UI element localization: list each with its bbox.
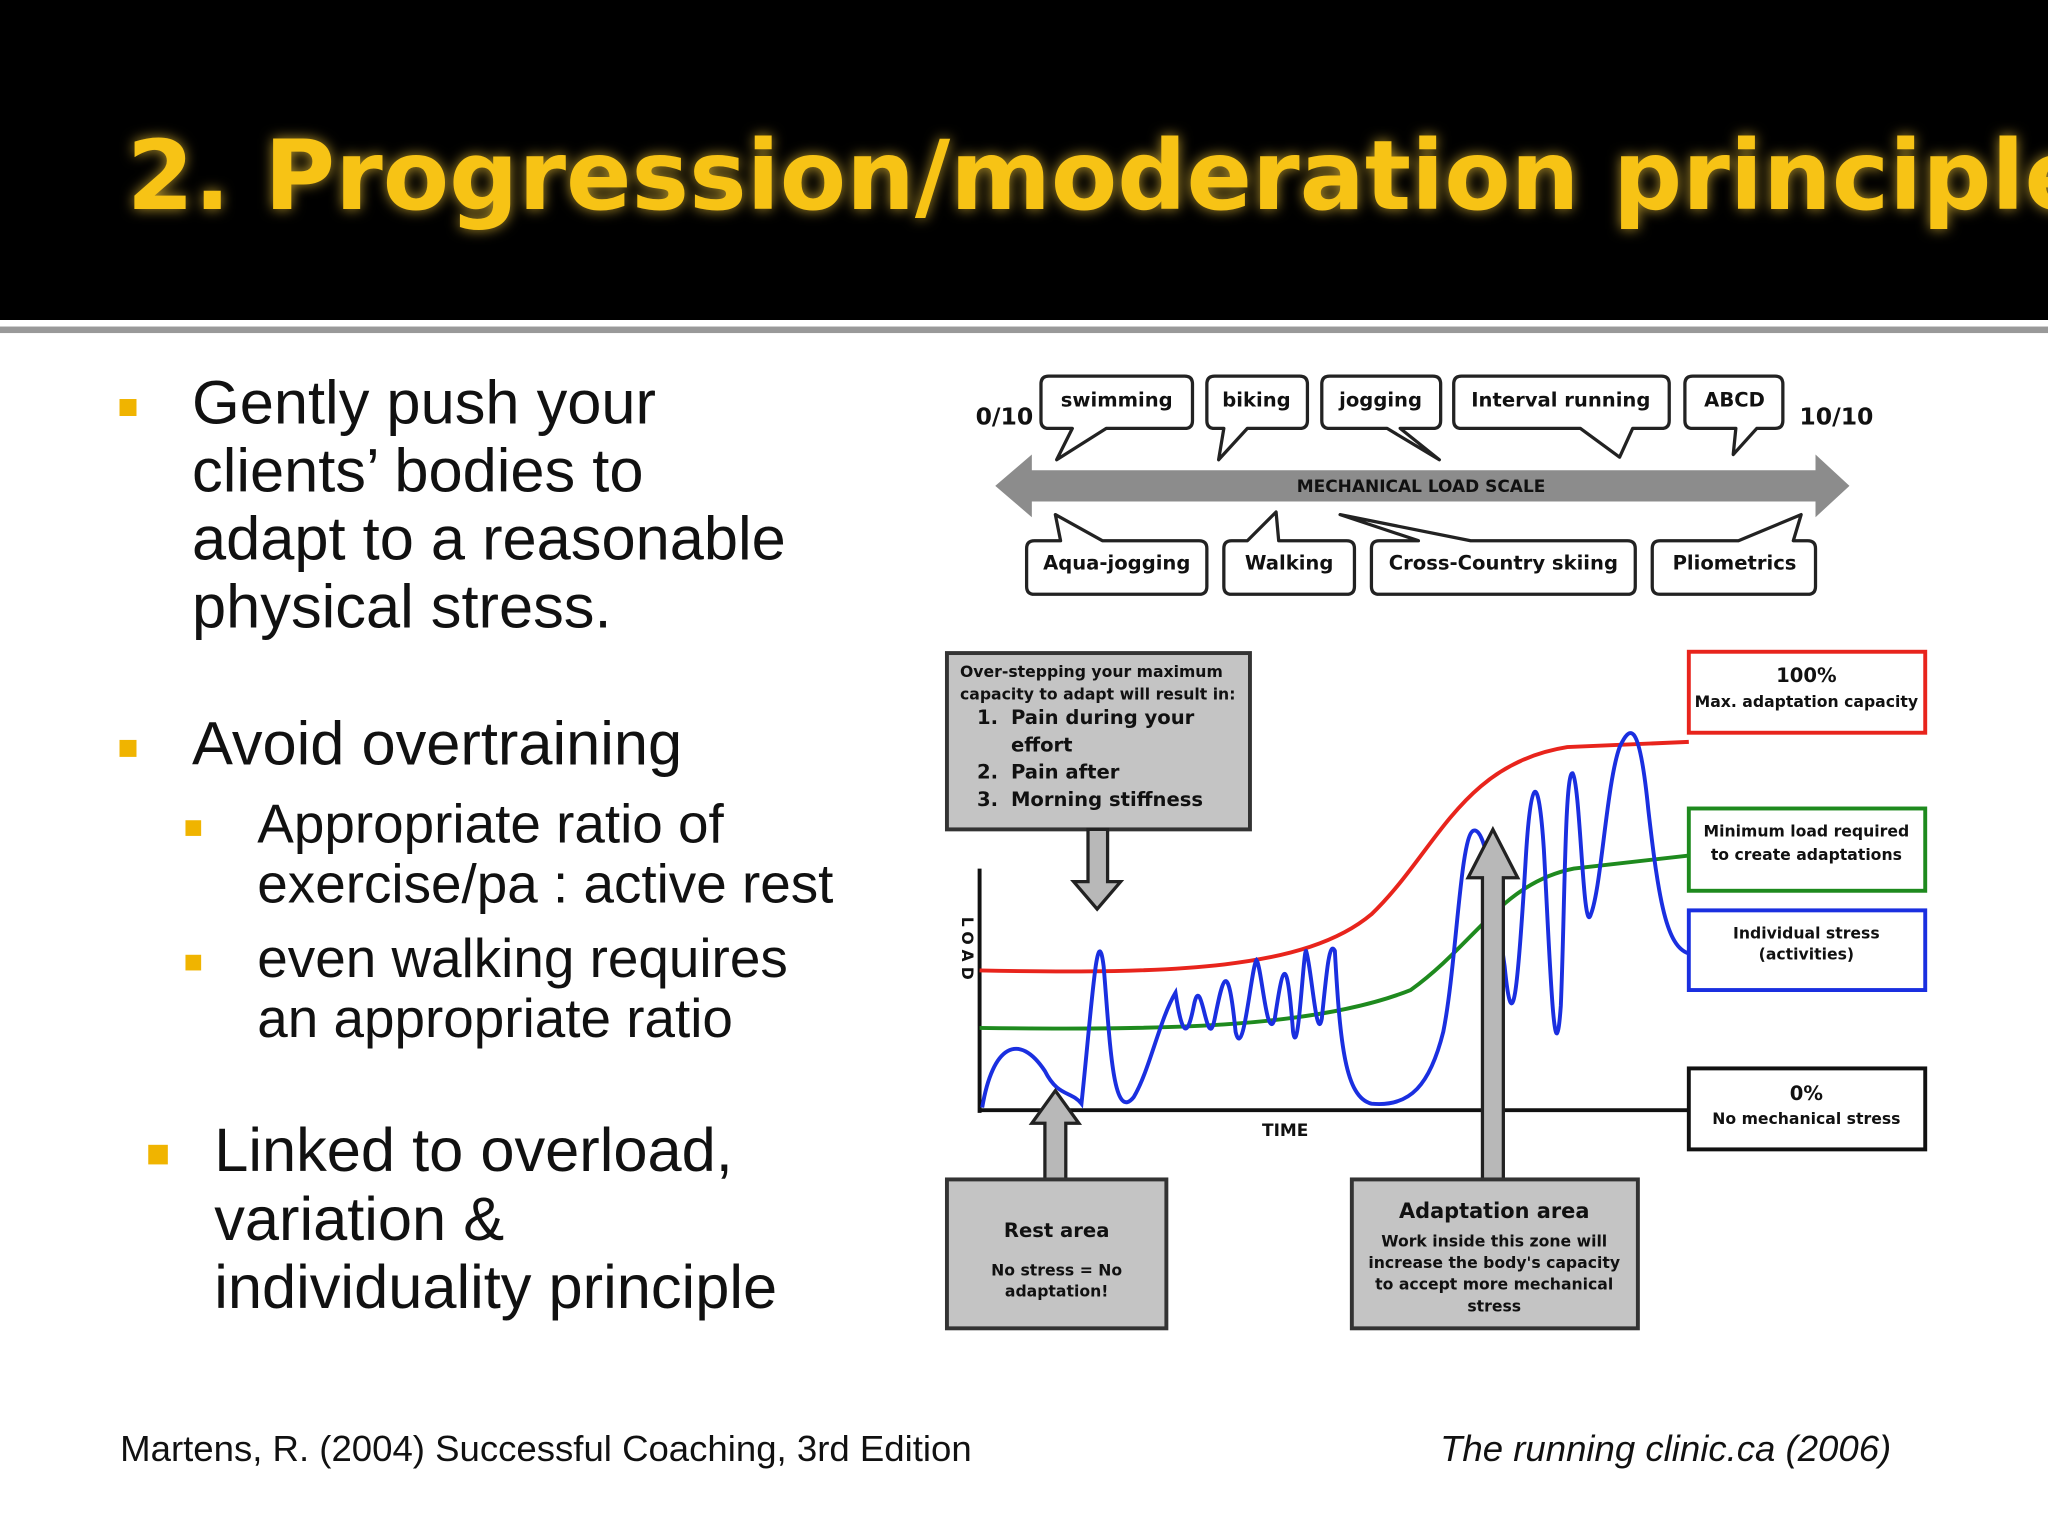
- citation: Martens, R. (2004) Successful Coaching, …: [120, 1428, 972, 1469]
- bullet-marker: [119, 399, 137, 416]
- title-rule: [0, 326, 2048, 334]
- slide-title: 2. Progression/moderation principle: [127, 119, 2048, 232]
- adaptation-title: Adaptation area: [1399, 1199, 1589, 1223]
- legend-text: Minimum load required: [1704, 822, 1910, 841]
- overstep-text: Over-stepping your maximum: [960, 662, 1223, 681]
- scale-end: 10/10: [1799, 402, 1873, 430]
- individual-stress-curve: [980, 731, 1690, 1109]
- bullet-marker: [185, 820, 202, 836]
- bubble: [1320, 374, 1443, 462]
- activity-label: ABCD: [1704, 388, 1765, 411]
- overstep-item: effort: [1011, 733, 1073, 756]
- overstep-text: capacity to adapt will result in:: [960, 684, 1235, 703]
- activity-label: Aqua-jogging: [1043, 552, 1190, 575]
- up-arrow: [1028, 1087, 1083, 1182]
- legend-box: [1686, 1066, 1928, 1152]
- bubble: [1452, 374, 1671, 459]
- overstep-number: 3.: [977, 788, 998, 811]
- rest-area-box: [944, 1177, 1169, 1331]
- activity-label: biking: [1222, 388, 1290, 411]
- bubble: [1039, 374, 1195, 462]
- bullet-text: Linked to overload,: [214, 1116, 733, 1185]
- legend-text: Individual stress: [1733, 923, 1880, 942]
- bubble: [1338, 512, 1637, 596]
- min-load-curve: [979, 853, 1690, 1031]
- bullet-text: physical stress.: [192, 572, 612, 641]
- sub-bullet-text: even walking requires: [257, 927, 787, 989]
- rest-title: Rest area: [1004, 1219, 1110, 1242]
- bullet-text: clients’ bodies to: [192, 437, 643, 506]
- bubble: [1205, 374, 1310, 462]
- bubble: [1650, 512, 1818, 596]
- adaptation-text: to accept more mechanical: [1375, 1275, 1613, 1294]
- bullet-text: individuality principle: [214, 1253, 777, 1322]
- legend-text: (activities): [1759, 944, 1854, 963]
- legend-text: Max. adaptation capacity: [1695, 692, 1918, 711]
- bullet-marker: [148, 1144, 168, 1165]
- diagram: [944, 374, 1928, 1331]
- rest-text: adaptation!: [1005, 1281, 1109, 1300]
- up-arrow: [1465, 825, 1521, 1182]
- overstep-item: Pain after: [1011, 761, 1120, 784]
- adaptation-area-box: [1349, 1177, 1640, 1331]
- bullet-marker: [185, 954, 202, 971]
- activity-label: swimming: [1061, 388, 1173, 411]
- bubble: [1683, 374, 1785, 457]
- adaptation-text: increase the body's capacity: [1368, 1253, 1620, 1272]
- legend-text: to create adaptations: [1711, 845, 1902, 864]
- activity-label: Cross-Country skiing: [1389, 552, 1618, 575]
- activity-label: Pliometrics: [1673, 552, 1797, 575]
- bubble: [1222, 510, 1357, 596]
- x-axis-label: TIME: [1262, 1121, 1308, 1141]
- sub-bullet-text: exercise/pa : active rest: [257, 853, 833, 915]
- legend-box: [1686, 806, 1928, 893]
- sub-bullet-text: Appropriate ratio of: [257, 793, 724, 855]
- bullet-text: Gently push your: [192, 369, 656, 438]
- activity-label: jogging: [1338, 388, 1422, 411]
- bullet-text: Avoid overtraining: [192, 710, 682, 779]
- overstep-item: Morning stiffness: [1011, 788, 1203, 811]
- down-arrow: [1070, 827, 1125, 912]
- title-bar: [0, 0, 2048, 320]
- overstep-number: 1.: [977, 706, 998, 729]
- sub-bullet-text: an appropriate ratio: [257, 987, 733, 1049]
- bubble: [1024, 512, 1209, 596]
- legend-text: No mechanical stress: [1712, 1109, 1900, 1128]
- legend-box: [1686, 908, 1928, 992]
- scale-start: 0/10: [976, 402, 1034, 430]
- activity-label: Walking: [1245, 552, 1334, 575]
- legend-text: 100%: [1776, 664, 1836, 687]
- scale-label: MECHANICAL LOAD SCALE: [1297, 477, 1546, 497]
- overstep-item: Pain during your: [1011, 706, 1195, 729]
- adaptation-text: stress: [1467, 1296, 1521, 1315]
- legend-box: [1686, 649, 1928, 735]
- citation: The running clinic.ca (2006): [1440, 1428, 1891, 1469]
- bullet-text: adapt to a reasonable: [192, 505, 786, 574]
- bullet-marker: [119, 739, 137, 757]
- overstep-box: [944, 651, 1252, 832]
- activity-label: Interval running: [1471, 388, 1650, 411]
- adaptation-text: Work inside this zone will: [1381, 1232, 1607, 1251]
- rest-text: No stress = No: [991, 1260, 1122, 1279]
- bullet-text: variation &: [214, 1185, 504, 1254]
- max-capacity-curve: [979, 739, 1689, 974]
- y-axis-label: LOAD: [958, 917, 977, 985]
- scale-arrow: [995, 454, 1850, 518]
- overstep-number: 2.: [977, 761, 998, 784]
- legend-text: 0%: [1790, 1082, 1823, 1105]
